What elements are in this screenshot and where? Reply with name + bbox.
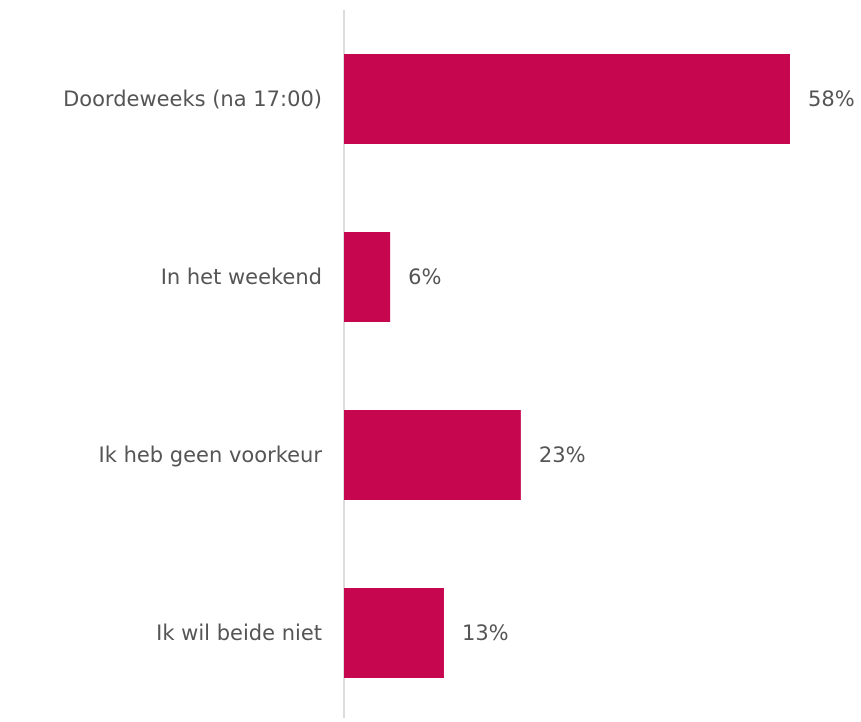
value-label-2: 23%	[539, 443, 586, 467]
value-label-0: 58%	[808, 87, 855, 111]
bar-3	[344, 588, 444, 678]
value-labels-group: 58% 6% 23% 13%	[408, 87, 855, 645]
category-label-0: Doordeweeks (na 17:00)	[63, 87, 322, 111]
bar-0	[344, 54, 790, 144]
bar-2	[344, 410, 521, 500]
value-label-3: 13%	[462, 621, 509, 645]
bar-1	[344, 232, 391, 322]
value-label-1: 6%	[408, 265, 441, 289]
category-label-3: Ik wil beide niet	[156, 621, 322, 645]
bars-group	[344, 54, 790, 678]
category-labels-group: Doordeweeks (na 17:00) In het weekend Ik h…	[63, 87, 322, 645]
category-label-1: In het weekend	[161, 265, 322, 289]
category-label-2: Ik heb geen voorkeur	[99, 443, 323, 467]
